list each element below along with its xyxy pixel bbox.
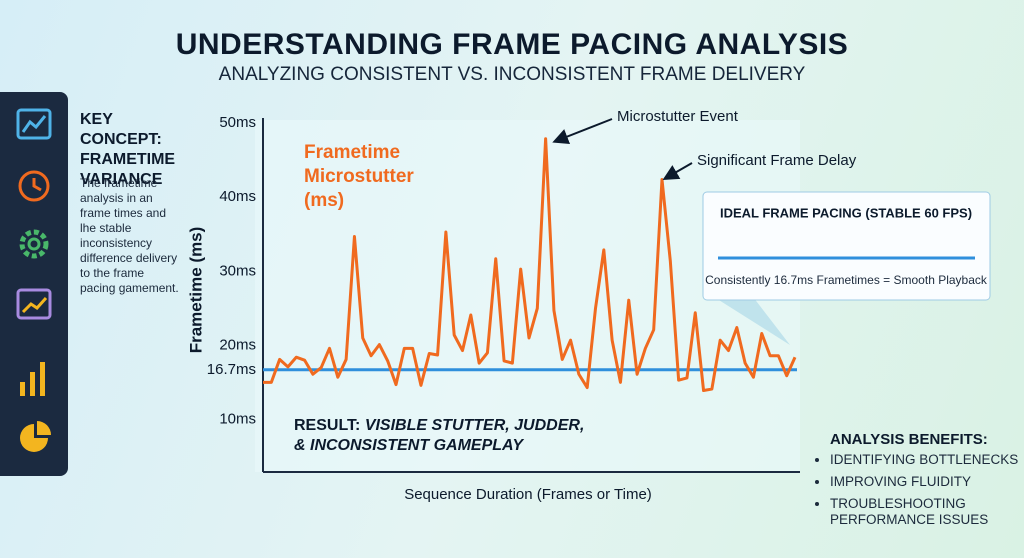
result-text: VISIBLE STUTTER, JUDDER, & INCONSISTENT … <box>294 417 585 454</box>
result-lead: RESULT: <box>294 417 365 434</box>
series-line <box>263 137 797 393</box>
benefits-list: IDENTIFYING BOTTLENECKS IMPROVING FLUIDI… <box>812 446 1024 528</box>
subtitle: ANALYZING CONSISTENT VS. INCONSISTENT FR… <box>218 64 806 85</box>
result: RESULT: VISIBLE STUTTER, JUDDER, & INCON… <box>294 416 594 456</box>
icon <box>30 372 35 396</box>
y-axis-label: Frametime (ms) <box>186 227 205 354</box>
legend-entry: Frametime Microstutter (ms) <box>304 142 414 211</box>
y-tick-label: 10ms <box>219 410 256 427</box>
y-tick-label: 40ms <box>219 188 256 205</box>
icon <box>21 115 47 133</box>
icon[interactable] <box>18 170 50 202</box>
annotation-arrow <box>552 118 613 145</box>
benefit: IMPROVING FLUIDITY <box>830 474 1024 490</box>
benefits-title: ANALYSIS BENEFITS: <box>830 431 988 448</box>
title: UNDERSTANDING FRAME PACING ANALYSIS <box>175 28 849 61</box>
y-tick-label: 30ms <box>219 262 256 279</box>
annotation: Microstutter Event <box>617 108 739 125</box>
key-concept-body: The frametime analysis in an frame times… <box>80 176 179 295</box>
annotation-arrow <box>662 162 693 180</box>
icon <box>21 296 48 314</box>
sidebar <box>0 92 68 476</box>
benefit: TROUBLESHOOTING PERFORMANCE ISSUES <box>830 496 1024 528</box>
x-axis-label: Sequence Duration (Frames or Time) <box>404 486 652 503</box>
y-tick-label: 16.7ms <box>207 361 256 378</box>
icon[interactable] <box>16 108 52 140</box>
icon <box>40 362 45 396</box>
callout-caption: Consistently 16.7ms Frametimes = Smooth … <box>705 273 988 287</box>
icon[interactable] <box>20 382 25 396</box>
callout-box <box>702 191 991 301</box>
key-concept-title: KEY CONCEPT: FRAMETIME VARIANCE <box>80 111 176 188</box>
benefit: IDENTIFYING BOTTLENECKS <box>830 452 1024 468</box>
y-tick-label: 20ms <box>219 336 256 353</box>
icon[interactable] <box>19 229 49 259</box>
icon <box>32 178 42 192</box>
icon <box>27 237 41 251</box>
sidebar-icons <box>16 108 52 452</box>
icon[interactable] <box>20 424 48 452</box>
icon[interactable] <box>16 288 52 320</box>
icon <box>37 421 51 435</box>
y-tick-label: 50ms <box>219 114 256 131</box>
callout-title: IDEAL FRAME PACING (STABLE 60 FPS) <box>720 205 972 220</box>
annotation: Significant Frame Delay <box>697 152 857 169</box>
